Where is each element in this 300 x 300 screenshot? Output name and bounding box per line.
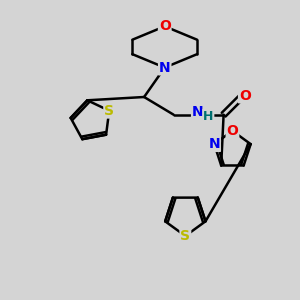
Text: O: O bbox=[239, 88, 251, 103]
Text: O: O bbox=[226, 124, 238, 138]
Text: N: N bbox=[192, 105, 203, 119]
Text: S: S bbox=[180, 229, 190, 243]
Text: H: H bbox=[203, 110, 214, 123]
Text: O: O bbox=[159, 19, 171, 33]
Text: N: N bbox=[159, 61, 170, 75]
Text: N: N bbox=[208, 137, 220, 151]
Text: S: S bbox=[104, 104, 114, 118]
